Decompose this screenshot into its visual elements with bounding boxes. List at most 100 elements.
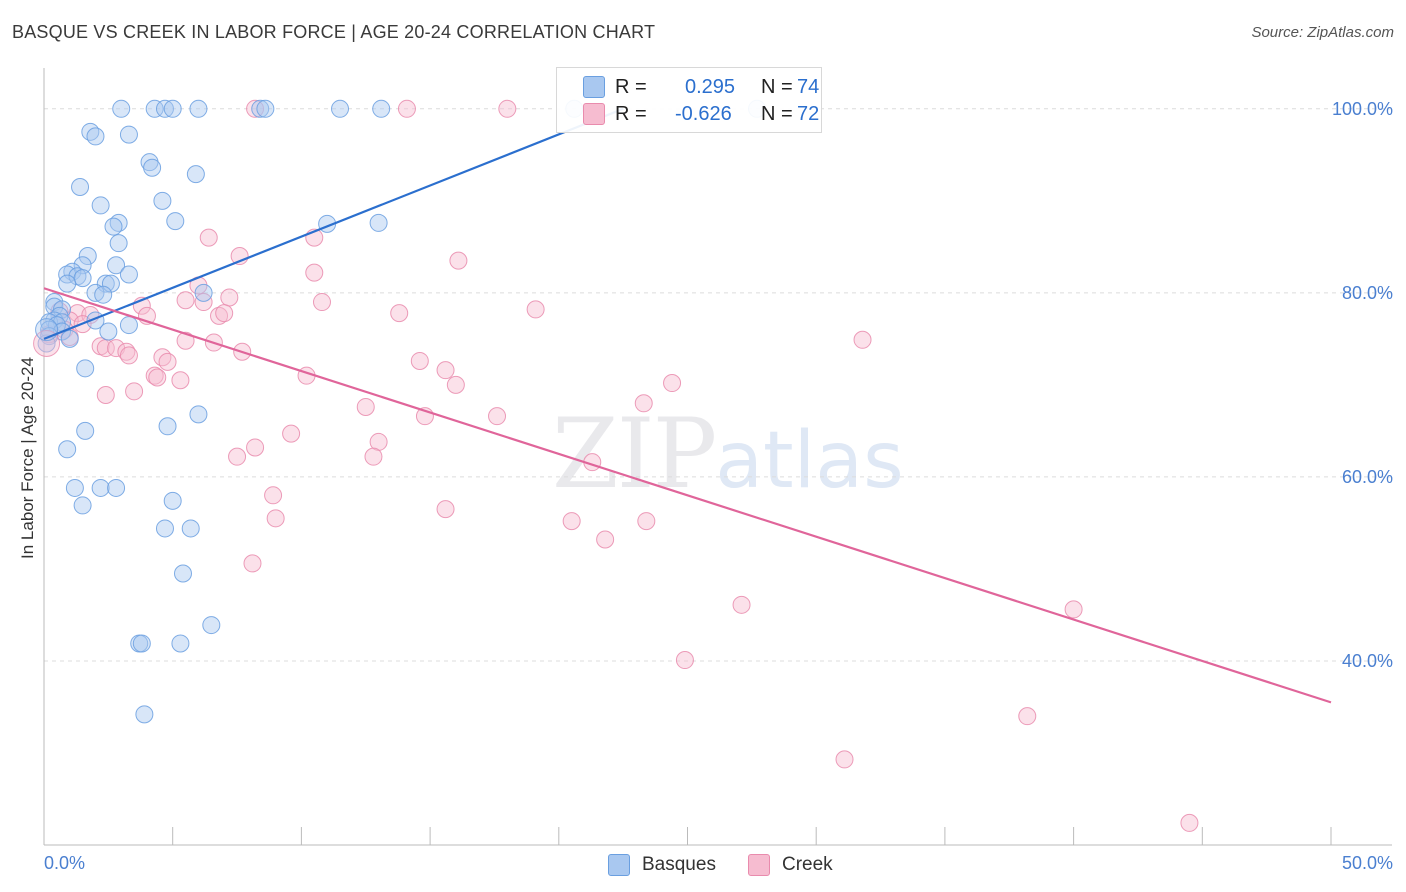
basques-point <box>158 417 177 436</box>
creek-point <box>498 99 517 118</box>
creek-point <box>176 331 195 350</box>
basques-point <box>71 178 90 197</box>
legend-swatch-basques <box>583 76 605 98</box>
y-axis-label: In Labor Force | Age 20-24 <box>18 357 37 559</box>
basques-point <box>78 247 97 266</box>
basques-point <box>181 519 200 538</box>
basques-point <box>58 274 77 293</box>
y-tick-label: 60.0% <box>1342 467 1393 487</box>
basques-point <box>251 99 270 118</box>
basques-point <box>107 478 126 497</box>
basques-point <box>60 329 79 348</box>
basques-point <box>73 256 92 275</box>
creek-point <box>282 424 301 443</box>
basques-point <box>194 283 213 302</box>
legend-swatch-creek <box>583 103 605 125</box>
source-label: Source: ZipAtlas.com <box>1251 24 1394 41</box>
creek-point <box>853 330 872 349</box>
series-label-creek: Creek <box>782 854 833 875</box>
creek-point <box>596 530 615 549</box>
creek-point <box>634 394 653 413</box>
creek-point <box>364 447 383 466</box>
creek-point <box>210 306 229 325</box>
basques-point <box>112 99 131 118</box>
basques-point <box>135 705 154 724</box>
basques-point <box>186 165 205 184</box>
legend-n-label-creek: N = <box>761 102 793 125</box>
basques-point <box>76 359 95 378</box>
basques-point <box>65 478 84 497</box>
creek-point <box>356 397 375 416</box>
basques-trend-line <box>43 107 624 340</box>
watermark: ZIPatlas <box>552 398 904 510</box>
basques-point <box>96 274 115 293</box>
y-tick-label: 100.0% <box>1332 99 1393 119</box>
basques-point <box>119 316 138 335</box>
basques-point <box>86 283 105 302</box>
basques-point <box>153 191 172 210</box>
watermark-atlas: atlas <box>715 416 904 506</box>
correlation-legend: R = 0.295 N = 74 R = -0.626 N = 72 <box>556 67 822 133</box>
chart-title: BASQUE VS CREEK IN LABOR FORCE | AGE 20-… <box>12 22 656 42</box>
basques-point <box>119 265 138 284</box>
basques-point <box>163 491 182 510</box>
creek-point <box>148 368 167 387</box>
creek-point <box>243 554 262 573</box>
legend-n-value-creek: 72 <box>797 102 820 125</box>
basques-point <box>256 99 275 118</box>
creek-point <box>675 651 694 670</box>
legend-r-label-basques: R = <box>615 75 647 98</box>
series-legend-basques[interactable]: Basques <box>608 852 716 878</box>
basques-point <box>331 99 350 118</box>
creek-point <box>158 352 177 371</box>
creek-point <box>446 375 465 394</box>
basques-point <box>94 285 113 304</box>
basques-point <box>104 217 123 236</box>
series-legend: Basques Creek <box>0 852 1406 878</box>
basques-point <box>189 99 208 118</box>
series-swatch-basques <box>608 854 630 876</box>
creek-point <box>1018 707 1037 726</box>
basques-point <box>91 196 110 215</box>
creek-point <box>145 366 164 385</box>
creek-point <box>119 346 138 365</box>
creek-point <box>449 251 468 270</box>
legend-n-label-basques: N = <box>761 75 793 98</box>
creek-point <box>835 750 854 769</box>
basques-point <box>372 99 391 118</box>
creek-point <box>228 447 247 466</box>
x-tick-label: 0.0% <box>44 853 85 873</box>
creek-point <box>264 486 283 505</box>
basques-point <box>171 634 190 653</box>
creek-point <box>390 304 409 323</box>
basques-point <box>45 293 64 312</box>
basques-point <box>202 616 221 635</box>
basques-point <box>369 213 388 232</box>
creek-point <box>33 329 61 357</box>
creek-point <box>436 361 455 380</box>
creek-point <box>488 407 507 426</box>
creek-point <box>305 263 324 282</box>
basques-point <box>107 256 126 275</box>
creek-point <box>436 500 455 519</box>
basques-point <box>91 478 110 497</box>
legend-r-value-creek: -0.626 <box>675 102 732 125</box>
basques-point <box>155 519 174 538</box>
creek-point <box>171 371 190 390</box>
basques-point <box>109 213 128 232</box>
basques-point <box>58 440 77 459</box>
creek-point <box>732 595 751 614</box>
creek-point <box>1180 813 1199 832</box>
watermark-zip: ZIP <box>552 398 717 510</box>
legend-n-value-basques: 74 <box>797 75 820 98</box>
basques-point <box>155 99 174 118</box>
y-tick-label: 80.0% <box>1342 283 1393 303</box>
creek-point <box>663 374 682 393</box>
creek-point <box>637 512 656 531</box>
series-legend-creek[interactable]: Creek <box>748 852 833 878</box>
basques-point <box>109 234 128 253</box>
basques-point <box>189 405 208 424</box>
basques-point <box>173 564 192 583</box>
legend-r-value-basques: 0.295 <box>685 75 736 98</box>
